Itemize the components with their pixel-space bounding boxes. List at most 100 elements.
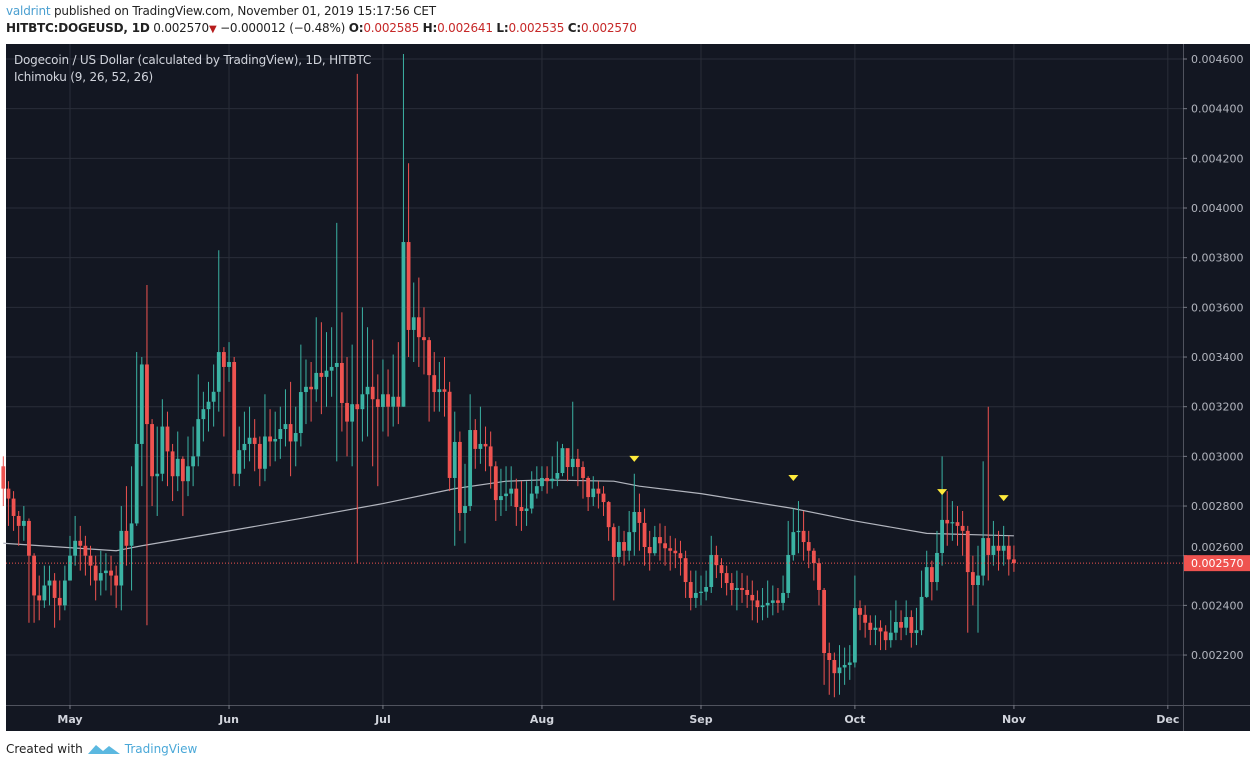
candle [1006, 535, 1011, 576]
candle [770, 585, 775, 616]
indicator-label[interactable]: Ichimoku (9, 26, 52, 26) [14, 70, 154, 84]
candle [888, 610, 893, 648]
candle [801, 510, 806, 561]
candle [165, 411, 170, 487]
candle [288, 381, 293, 477]
candle-body [432, 375, 437, 393]
candle-body [237, 450, 242, 474]
candle [452, 411, 457, 546]
candle [355, 73, 360, 564]
candle-body [950, 522, 955, 524]
candle-body [191, 456, 196, 467]
candle-body [976, 575, 980, 586]
candle [263, 394, 267, 482]
candle-body [668, 548, 673, 551]
candle-body [365, 386, 370, 395]
candle-body [606, 502, 611, 528]
candle [894, 600, 898, 641]
candle [586, 476, 591, 511]
candle-body [119, 530, 124, 586]
candle [298, 344, 303, 447]
candle [688, 570, 693, 611]
candle [776, 587, 780, 613]
candle [909, 610, 914, 648]
candle-body [298, 392, 303, 434]
candle [611, 523, 616, 601]
candle-body [817, 563, 821, 590]
candle [21, 506, 26, 541]
candle [760, 587, 765, 621]
low-label: L: [496, 21, 509, 35]
candle [83, 535, 88, 576]
candle [483, 426, 488, 472]
candle [468, 394, 473, 511]
candle [996, 530, 1001, 571]
candle [555, 441, 560, 487]
candle [668, 535, 673, 571]
y-tick-label: 0.004600 [1191, 53, 1244, 66]
candle-body [693, 592, 698, 598]
candle [991, 520, 996, 566]
candle-body [745, 589, 750, 595]
candle-body [452, 441, 457, 478]
candle [1, 456, 6, 507]
published-text: published on TradingView.com, November 0… [54, 4, 436, 18]
candle-body [134, 443, 139, 524]
candle [206, 381, 211, 432]
candle [180, 456, 185, 516]
candle [134, 352, 139, 526]
candle-body [201, 409, 206, 420]
candle-body [534, 486, 539, 494]
candle-body [68, 555, 72, 581]
candle-body [637, 511, 642, 523]
candle-body [227, 361, 231, 367]
candle [191, 426, 196, 487]
candle [847, 645, 852, 680]
candle [442, 357, 447, 417]
candle-body [442, 389, 447, 392]
candle-body [11, 498, 16, 516]
x-tick-label: Nov [1002, 713, 1027, 726]
candle [160, 399, 165, 482]
candle [437, 361, 442, 412]
candle [216, 250, 221, 412]
candle [273, 411, 278, 462]
candle-body [847, 662, 852, 665]
candle-body [899, 622, 903, 628]
high-label: H: [422, 21, 438, 35]
candle-body [888, 632, 893, 641]
candle [976, 545, 980, 633]
author-link[interactable]: valdrint [6, 4, 51, 18]
low-value: 0.002535 [508, 21, 565, 35]
candle-body [216, 352, 221, 392]
candle [970, 555, 975, 606]
candle [170, 443, 175, 502]
candle [642, 508, 647, 566]
candle-body [257, 443, 262, 469]
candle [873, 615, 878, 646]
candle [339, 312, 344, 432]
open-value: 0.002585 [363, 21, 420, 35]
candle-body [642, 522, 647, 548]
chart-legend: Dogecoin / US Dollar (calculated by Trad… [14, 52, 371, 86]
x-tick-label: Jun [218, 713, 239, 726]
candle [570, 401, 575, 477]
candle-body [883, 631, 888, 641]
candle-body [288, 424, 293, 442]
candle [868, 615, 873, 646]
candle-body [139, 364, 144, 444]
candle-body [324, 370, 329, 377]
candle-body [21, 520, 26, 526]
tradingview-brand[interactable]: TradingView [124, 742, 198, 756]
candle-body [109, 570, 113, 576]
y-tick-label: 0.002600 [1191, 541, 1244, 554]
candle-body [62, 580, 67, 606]
candle [237, 426, 242, 487]
candle [529, 471, 534, 514]
candle-body [750, 594, 755, 601]
candle [596, 481, 601, 509]
candle-body [478, 443, 483, 449]
candle [581, 461, 585, 499]
x-tick-label: Dec [1156, 713, 1179, 726]
